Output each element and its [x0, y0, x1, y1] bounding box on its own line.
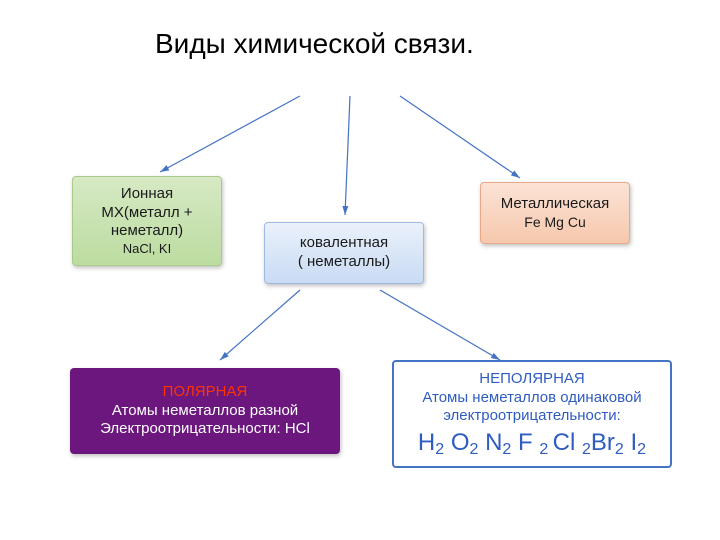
node-text-line: Атомы неметаллов одинаковой: [422, 389, 641, 408]
node-text-line: Атомы неметаллов разной: [112, 402, 298, 421]
node-polar: ПОЛЯРНАЯАтомы неметаллов разнойЭлектроот…: [70, 368, 340, 454]
node-text-line: Металлическая: [501, 195, 609, 214]
node-formula: H2 O2 N2 F 2 Cl 2Br2 I2: [418, 428, 646, 458]
node-text-line: ПОЛЯРНАЯ: [163, 383, 248, 402]
node-ionic: ИоннаяМХ(металл +неметалл)NaCl, KI: [72, 176, 222, 266]
node-text-line: ковалентная: [300, 234, 388, 253]
node-text-line: NaCl, KI: [123, 241, 171, 257]
node-text-line: неметалл): [111, 222, 183, 241]
node-text-line: ( неметаллы): [298, 253, 390, 272]
node-text-line: Fe Mg Cu: [524, 214, 585, 232]
node-text-line: Электроотрицательности: HCl: [100, 420, 310, 439]
node-text-line: НЕПОЛЯРНАЯ: [479, 370, 584, 389]
node-text-line: МХ(металл +: [101, 204, 192, 223]
node-covalent: ковалентная( неметаллы): [264, 222, 424, 284]
page-title: Виды химической связи.: [155, 28, 474, 60]
node-metallic: МеталлическаяFe Mg Cu: [480, 182, 630, 244]
node-text-line: электроотрицательности:: [443, 407, 621, 426]
node-text-line: Ионная: [121, 185, 173, 204]
node-nonpolar: НЕПОЛЯРНАЯАтомы неметаллов одинаковойэле…: [392, 360, 672, 468]
